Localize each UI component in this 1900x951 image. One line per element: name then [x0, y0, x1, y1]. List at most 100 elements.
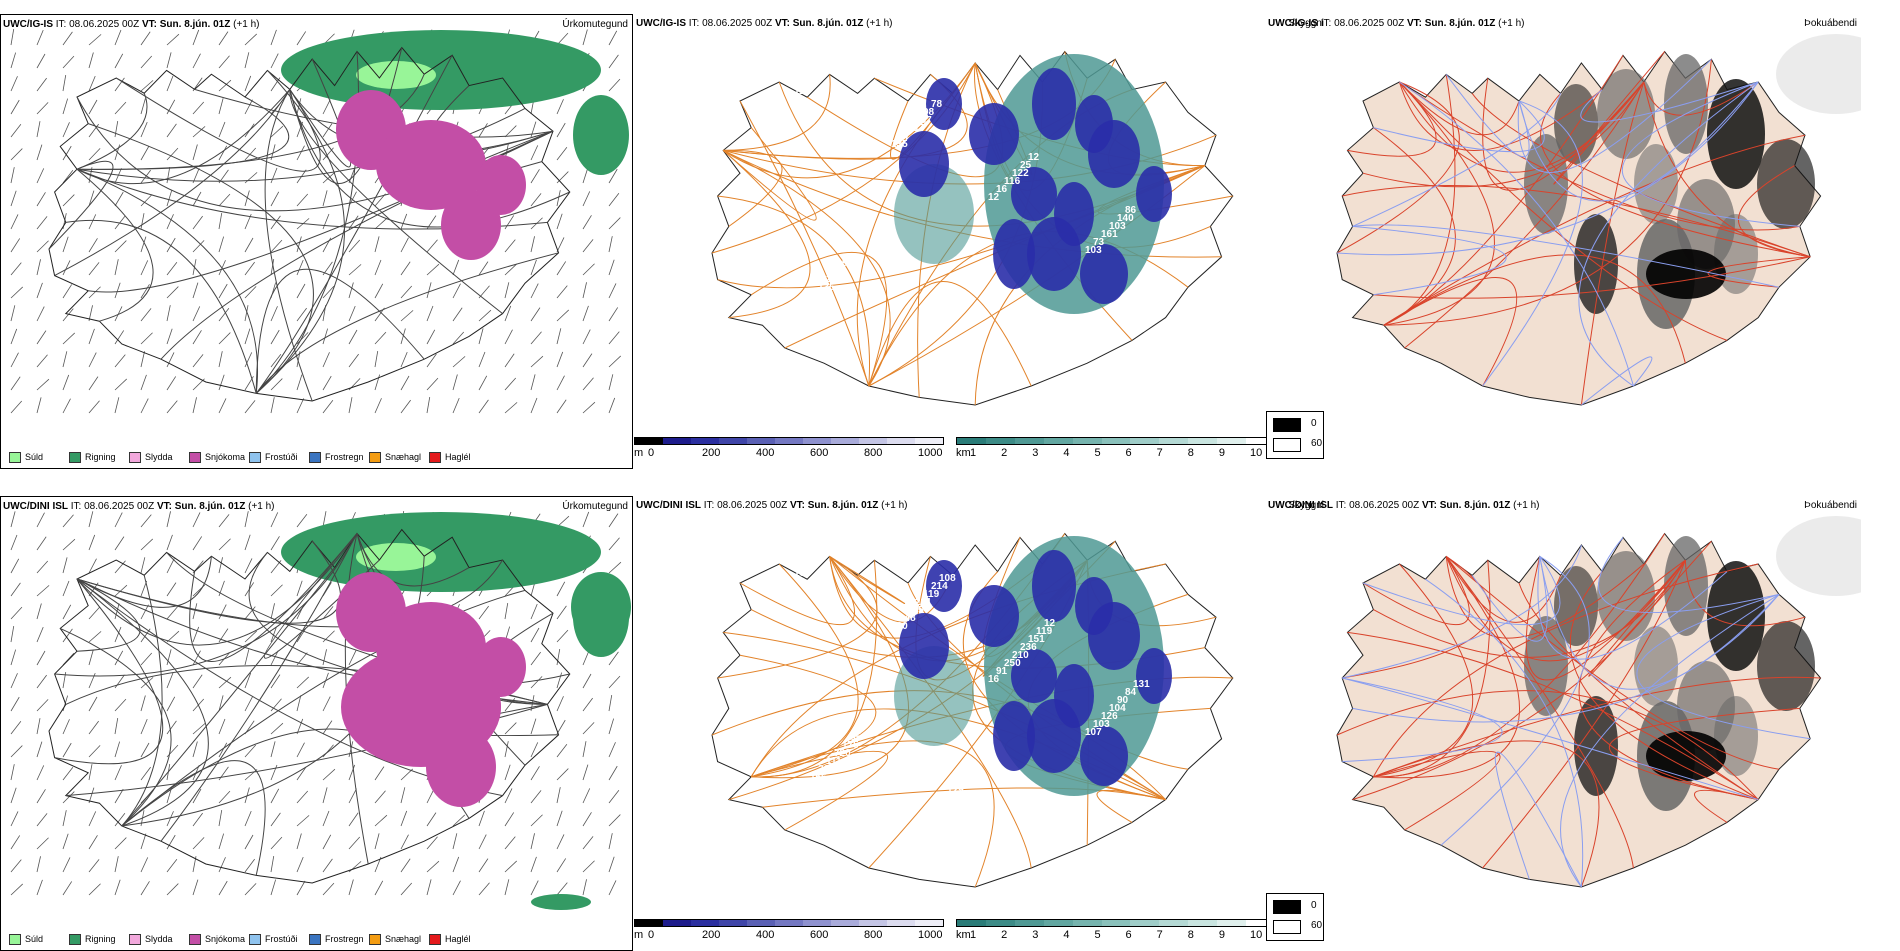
road-line: [1373, 556, 1520, 779]
low-cloud-area: [969, 585, 1019, 647]
wind-barb: [530, 880, 539, 896]
wind-barb: [400, 375, 410, 391]
wind-barb: [36, 699, 49, 712]
wind-barb: [36, 168, 45, 184]
wind-barb: [530, 718, 537, 735]
wind-barb: [244, 810, 252, 827]
road-line: [76, 93, 148, 170]
wind-barb: [218, 79, 232, 92]
wind-barb: [10, 52, 17, 69]
wind-barb: [114, 813, 126, 827]
wind-barb: [244, 328, 251, 345]
wind-barb: [478, 351, 486, 368]
wind-barb: [608, 856, 615, 873]
wind-barb: [218, 31, 229, 46]
scale-tick: 10: [1250, 447, 1263, 459]
wind-barb: [88, 238, 98, 253]
wind-barb: [270, 603, 275, 620]
road-line: [1707, 256, 1811, 288]
road-line: [54, 89, 291, 277]
wind-barb: [192, 215, 203, 230]
wind-barb: [140, 98, 146, 115]
wind-barb: [36, 144, 43, 161]
precip-legend-súld: Súld: [9, 934, 43, 946]
scale-step: [1246, 438, 1275, 444]
wind-barb: [530, 651, 541, 666]
legend-swatch: [189, 934, 201, 946]
wind-barb: [10, 606, 23, 620]
road-line: [717, 195, 871, 387]
wind-barb: [140, 308, 152, 322]
precip-legend: Súld Rigning Slydda Snjókoma Frostúði Frostre…: [1, 928, 632, 950]
wind-barb: [296, 766, 307, 781]
wind-barb: [556, 237, 565, 253]
wind-barb: [296, 833, 302, 850]
legend-swatch: [369, 452, 381, 464]
scale-tick: 3: [1032, 447, 1039, 459]
wind-barb: [36, 626, 44, 643]
road-line: [1383, 59, 1712, 326]
wind-barb: [322, 744, 334, 758]
cloudbase-label: 86: [1125, 205, 1137, 216]
wind-barb: [374, 766, 385, 781]
wind-barb: [504, 741, 509, 758]
low-cloud-area: [1136, 648, 1172, 704]
wind-barb: [322, 768, 336, 781]
road-line: [289, 58, 352, 168]
wind-barb: [88, 305, 93, 322]
cloudbase-label: 90: [802, 780, 814, 791]
wind-barb: [556, 399, 567, 414]
scale-step: [1072, 920, 1102, 926]
cloudbase-label: 108: [939, 573, 956, 584]
scale-colorbar: [634, 919, 944, 927]
wind-barb: [400, 858, 411, 873]
road-line: [160, 533, 358, 842]
wind-barb: [296, 307, 307, 322]
scale-tick: 800: [864, 929, 883, 941]
wind-barb: [62, 351, 68, 368]
road-line: [344, 533, 369, 865]
cloudbase-label: 91: [996, 666, 1008, 677]
fog-area: [1707, 79, 1765, 189]
road-line: [76, 74, 425, 170]
wind-barb: [36, 789, 46, 804]
wind-barb: [114, 306, 123, 322]
wind-barb: [88, 511, 94, 528]
fog-key-swatch: [1273, 920, 1301, 934]
wind-barb: [270, 626, 277, 643]
road-line: [189, 533, 358, 663]
scale-tick: 7: [1156, 447, 1163, 459]
legend-swatch: [429, 452, 441, 464]
it-label: IT:: [70, 501, 82, 512]
cloudbase-label: 129: [947, 785, 964, 796]
wind-barb: [582, 401, 596, 414]
scale-step: [1130, 438, 1160, 444]
wind-barb: [166, 99, 176, 115]
wind-barb: [36, 741, 43, 758]
wind-barb: [608, 259, 615, 276]
wind-barb: [114, 397, 120, 414]
road-line: [1383, 55, 1624, 326]
wind-barb: [322, 171, 336, 184]
drizzle-area: [356, 543, 436, 571]
wind-barb: [218, 538, 231, 551]
wind-barb: [400, 351, 408, 368]
wind-barb: [322, 285, 335, 299]
wind-barb: [244, 769, 258, 781]
cloudbase-visibility-panel: UWC/DINI ISL IT: 08.06.2025 00Z VT: Sun.…: [634, 496, 1324, 951]
legend-swatch: [9, 452, 21, 464]
wind-barb: [270, 167, 278, 184]
wind-barb: [62, 767, 74, 781]
wind-barb: [114, 512, 123, 528]
wind-barb: [166, 237, 176, 253]
fog-key-swatch: [1273, 900, 1301, 914]
legend-label: Haglél: [445, 452, 471, 462]
scale-tick: 1000: [918, 929, 943, 941]
scale-step: [1101, 438, 1131, 444]
wind-barb: [270, 788, 280, 804]
scale-step: [663, 920, 691, 926]
cloudbase-visibility-panel: UWC/IG-IS IT: 08.06.2025 00Z VT: Sun. 8.…: [634, 14, 1324, 469]
road-line: [1373, 676, 1821, 778]
wind-barb: [114, 330, 125, 345]
fog-area: [1597, 551, 1655, 641]
